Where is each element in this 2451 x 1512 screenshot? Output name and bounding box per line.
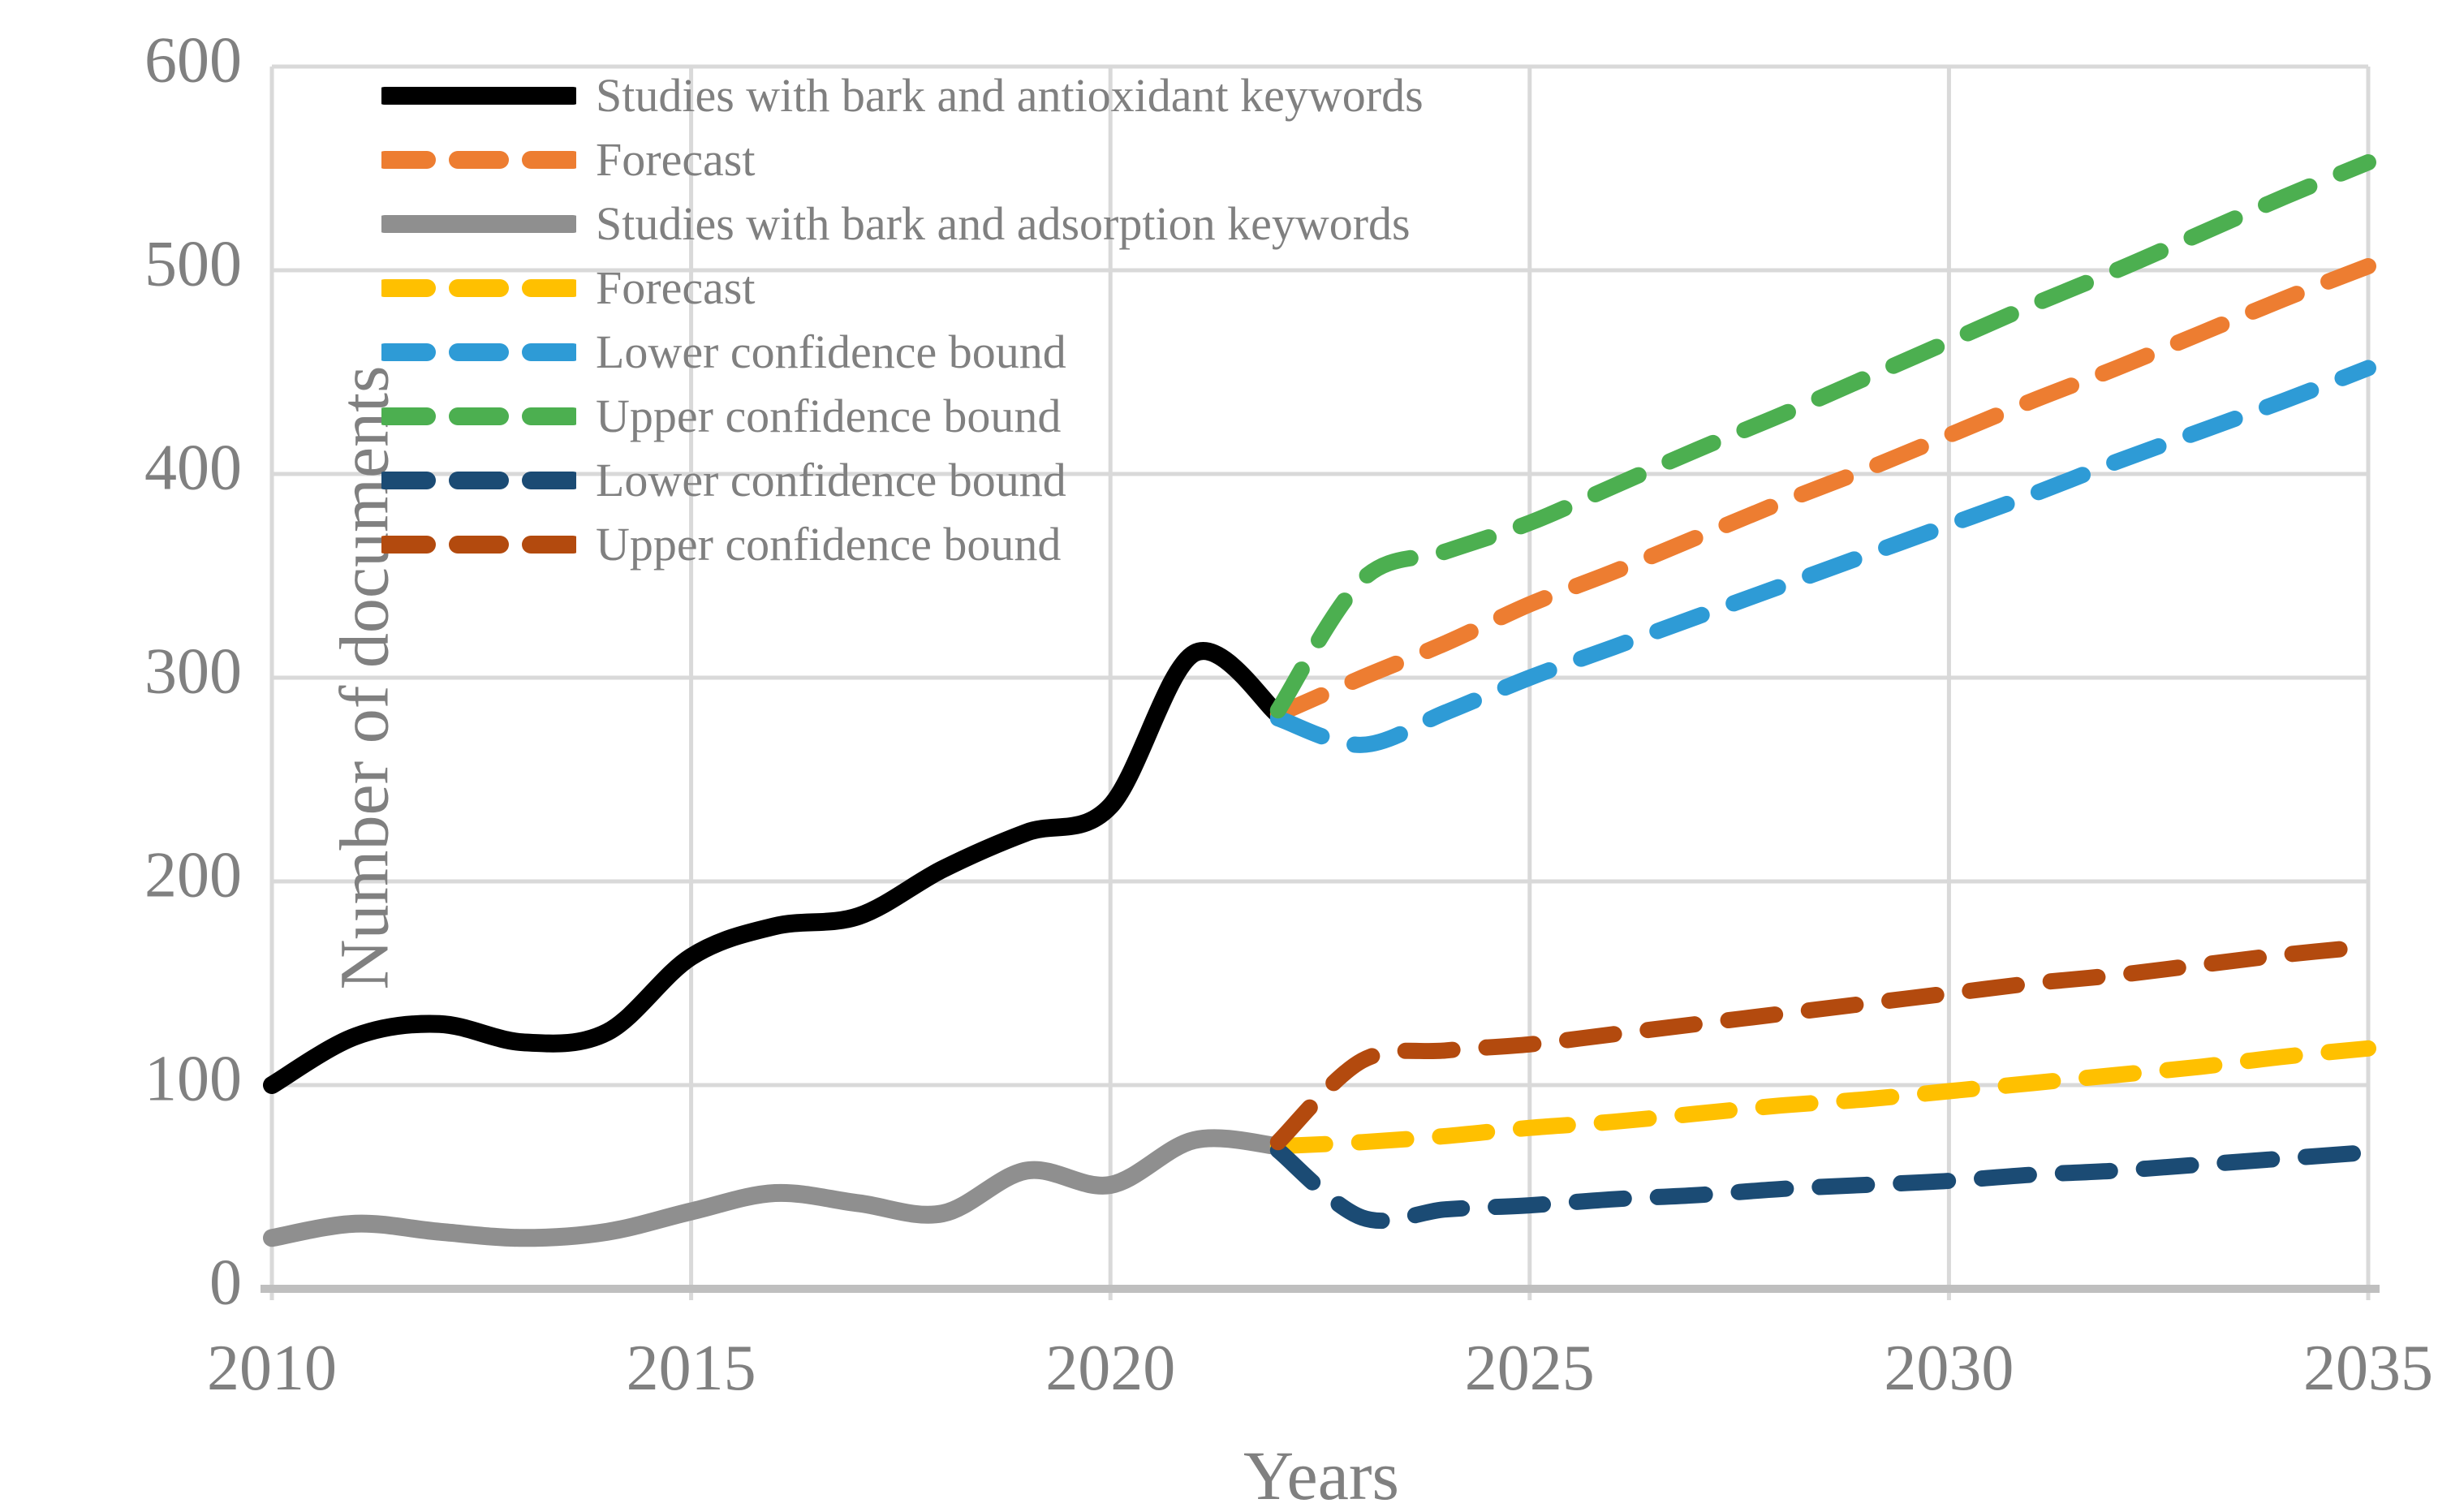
legend-item-4: Lower confidence bound <box>381 320 1424 384</box>
legend-label: Forecast <box>596 132 756 186</box>
legend-item-6: Lower confidence bound <box>381 448 1424 512</box>
y-tick-label-300: 300 <box>144 635 242 707</box>
legend-item-5: Upper confidence bound <box>381 384 1424 448</box>
x-axis-title: Years <box>1243 1437 1399 1512</box>
x-tick-label-2020: 2020 <box>1045 1333 1175 1404</box>
legend-sample-dashed-line <box>381 278 576 297</box>
x-tick-label-2010: 2010 <box>207 1333 337 1404</box>
legend-item-0: Studies with bark and antioxidant keywor… <box>381 63 1424 127</box>
series-line-1-forecast <box>1269 258 2376 723</box>
x-tick-label-2030: 2030 <box>1884 1333 2014 1404</box>
legend-label: Upper confidence bound <box>596 517 1062 571</box>
y-tick-label-0: 0 <box>209 1247 242 1318</box>
x-tick-label-2035: 2035 <box>2303 1333 2433 1404</box>
legend-item-7: Upper confidence bound <box>381 512 1424 576</box>
series-line-5-upper-confidence-bound <box>1269 154 2376 719</box>
legend-sample-dashed-line <box>381 407 576 425</box>
tick-labels: 0 100 200 300 400 500 600 2010 2015 2020 2025 2030 2… <box>144 24 2433 1404</box>
series-line-2-studies-with-bark-and-adsorption-keywords <box>263 1129 1287 1247</box>
y-tick-label-100: 100 <box>144 1043 242 1114</box>
series-group <box>263 154 2376 1247</box>
y-tick-label-500: 500 <box>144 228 242 299</box>
legend-label: Forecast <box>596 261 756 314</box>
series-line-6-lower-confidence-bound <box>1269 1142 2376 1229</box>
series-line-4-lower-confidence-bound <box>1269 360 2376 753</box>
legend-label: Studies with bark and antioxidant keywor… <box>596 68 1424 122</box>
y-tick-label-400: 400 <box>144 432 242 503</box>
series-line-7-upper-confidence-bound <box>1269 938 2376 1151</box>
legend: Studies with bark and antioxidant keywor… <box>381 63 1424 576</box>
legend-sample-solid-line <box>381 86 576 105</box>
legend-label: Upper confidence bound <box>596 389 1062 442</box>
legend-label: Lower confidence bound <box>596 453 1066 506</box>
series-line-0-studies-with-bark-and-antioxidant-keywords <box>263 642 1287 1094</box>
legend-item-3: Forecast <box>381 256 1424 320</box>
legend-sample-solid-line <box>381 214 576 233</box>
y-tick-label-600: 600 <box>144 24 242 96</box>
legend-label: Studies with bark and adsorption keyword… <box>596 196 1411 250</box>
y-tick-label-200: 200 <box>144 839 242 911</box>
legend-item-2: Studies with bark and adsorption keyword… <box>381 192 1424 256</box>
legend-sample-dashed-line <box>381 150 576 169</box>
x-tick-label-2025: 2025 <box>1465 1333 1595 1404</box>
legend-label: Lower confidence bound <box>596 325 1066 378</box>
legend-sample-dashed-line <box>381 342 576 361</box>
legend-sample-dashed-line <box>381 471 576 489</box>
legend-sample-dashed-line <box>381 535 576 554</box>
legend-item-1: Forecast <box>381 127 1424 192</box>
series-line-3-forecast <box>1269 1040 2376 1155</box>
x-tick-label-2015: 2015 <box>627 1333 756 1404</box>
